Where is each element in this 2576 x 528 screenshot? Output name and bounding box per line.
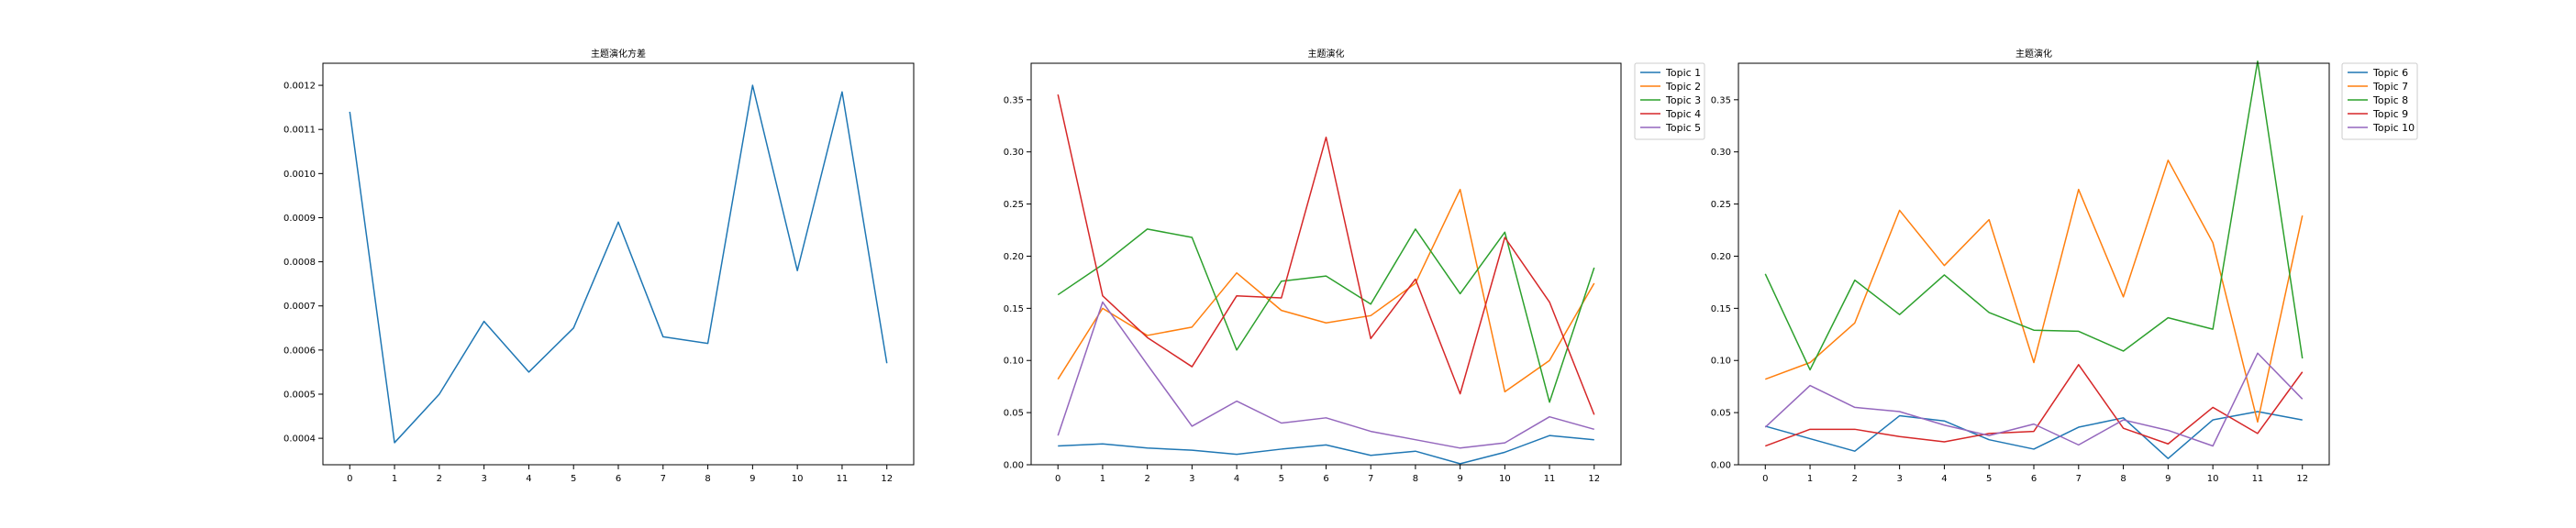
topics-a-x-tick-label: 2 (1144, 474, 1149, 484)
topics-a-x-tick-label: 12 (1588, 474, 1600, 484)
variance-axes-frame (322, 62, 915, 466)
variance-x-tick-label: 12 (881, 474, 893, 484)
variance-x-tick-label: 9 (749, 474, 755, 484)
topics-a-legend-label: Topic 2 (1665, 81, 1701, 93)
topics-a-legend-box (1634, 62, 1705, 140)
topics-a-legend-label: Topic 4 (1665, 108, 1701, 120)
topics-b-legend-label: Topic 10 (2372, 122, 2415, 134)
topics-b-y-tick-label: 0.35 (1711, 95, 1731, 105)
topics-b-series-line-topic-6 (1765, 411, 2303, 459)
topics-b-y-tick-label: 0.10 (1711, 357, 1731, 367)
topics-a-y-tick-label: 0.15 (1004, 304, 1024, 314)
variance-series-line-0 (349, 84, 888, 444)
variance-x-tick-label: 4 (526, 474, 531, 484)
variance-x-tick-label: 7 (661, 474, 666, 484)
topics-b-legend-label: Topic 9 (2372, 108, 2408, 120)
topics-b-series-line-topic-9 (1765, 364, 2304, 447)
topics-b-legend-label: Topic 7 (2372, 81, 2408, 93)
topics-a-legend-label: Topic 1 (1665, 67, 1701, 79)
variance-y-tick-label: 0.0006 (283, 346, 316, 356)
topics-b-x-tick-label: 12 (2296, 474, 2308, 484)
variance-x-tick-label: 10 (792, 474, 804, 484)
topics-b-x-tick-label: 2 (1852, 474, 1858, 484)
variance-x-tick-label: 8 (705, 474, 710, 484)
topics-b-x-tick-label: 5 (1986, 474, 1992, 484)
topics-b-x-tick-label: 3 (1896, 474, 1902, 484)
topics-b-x-tick-label: 0 (1762, 474, 1768, 484)
topics-a-x-tick-label: 0 (1055, 474, 1060, 484)
variance-x-tick-label: 5 (571, 474, 576, 484)
topics-a-y-tick-label: 0.10 (1004, 357, 1024, 367)
variance-x-tick-label: 11 (837, 474, 849, 484)
topics-b-x-tick-label: 6 (2031, 474, 2037, 484)
variance-y-tick-label: 0.0011 (283, 126, 316, 136)
topics-b-y-tick-label: 0.15 (1711, 304, 1731, 314)
variance-chart: 主题演化方差 0 1 2 3 4 5 6 7 8 9 10 11 120.00040.00050.000… (283, 48, 915, 484)
topics-1-5-chart-title: 主题演化 (1308, 48, 1345, 60)
variance-y-tick-label: 0.0012 (283, 82, 316, 92)
topics-b-series-line-topic-7 (1765, 160, 2304, 424)
topics-a-series-line-topic-1 (1058, 434, 1594, 465)
topics-a-x-tick-label: 7 (1368, 474, 1373, 484)
topics-b-y-tick-label: 0.05 (1711, 409, 1731, 419)
topics-a-x-tick-label: 6 (1323, 474, 1328, 484)
topics-b-y-tick-label: 0.25 (1711, 200, 1731, 210)
topics-a-axes-frame (1030, 62, 1622, 466)
topics-b-series-line-topic-8 (1764, 60, 2304, 371)
topics-b-x-tick-label: 4 (1941, 474, 1947, 484)
variance-y-tick-label: 0.0007 (283, 302, 316, 312)
topics-b-y-tick-label: 0.20 (1711, 252, 1731, 262)
topics-a-series-line-topic-3 (1057, 228, 1595, 403)
topics-a-series-line-topic-5 (1057, 301, 1594, 449)
topics-a-y-tick-label: 0.35 (1004, 95, 1024, 105)
topics-b-x-tick-label: 1 (1807, 474, 1813, 484)
topics-a-x-tick-label: 8 (1413, 474, 1418, 484)
variance-x-tick-label: 0 (347, 474, 352, 484)
topics-a-x-tick-label: 5 (1279, 474, 1284, 484)
topics-a-legend-label: Topic 5 (1665, 122, 1701, 134)
topics-a-y-tick-label: 0.05 (1004, 409, 1024, 419)
topics-b-x-tick-label: 7 (2076, 474, 2082, 484)
topics-b-axes-frame (1738, 62, 2330, 466)
topics-6-10-chart: 主题演化 0 1 2 3 4 5 6 7 8 9 10 11 120.000.050.100.150.2… (1711, 48, 2418, 484)
topics-a-series-line-topic-4 (1057, 94, 1595, 415)
variance-y-tick-label: 0.0004 (283, 434, 316, 445)
topics-1-5-chart: 主题演化 0 1 2 3 4 5 6 7 8 9 10 11 120.000.050.100.150.2… (1004, 48, 1705, 484)
topics-b-series-line-topic-10 (1764, 352, 2304, 447)
variance-chart-title: 主题演化方差 (591, 48, 646, 60)
variance-y-tick-label: 0.0008 (283, 258, 316, 268)
topics-b-x-tick-label: 10 (2207, 474, 2219, 484)
topics-b-x-tick-label: 11 (2252, 474, 2264, 484)
topics-b-x-tick-label: 8 (2120, 474, 2126, 484)
topics-a-x-tick-label: 10 (1499, 474, 1511, 484)
topics-b-y-tick-label: 0.00 (1711, 461, 1731, 471)
topics-a-y-tick-label: 0.00 (1004, 461, 1024, 471)
variance-y-tick-label: 0.0010 (283, 170, 316, 180)
variance-x-tick-label: 1 (392, 474, 397, 484)
topics-b-legend-box (2341, 62, 2418, 140)
topics-b-legend-label: Topic 8 (2372, 94, 2408, 106)
topics-a-y-tick-label: 0.25 (1004, 200, 1024, 210)
variance-y-tick-label: 0.0005 (283, 390, 316, 400)
topics-6-10-chart-title: 主题演化 (2015, 48, 2052, 60)
variance-x-tick-label: 2 (437, 474, 442, 484)
topics-a-x-tick-label: 9 (1457, 474, 1462, 484)
topics-b-x-tick-label: 9 (2165, 474, 2171, 484)
topics-b-y-tick-label: 0.30 (1711, 148, 1731, 158)
topics-a-x-tick-label: 11 (1544, 474, 1556, 484)
topics-a-legend-label: Topic 3 (1665, 94, 1701, 106)
variance-x-tick-label: 3 (481, 474, 486, 484)
topics-a-y-tick-label: 0.20 (1004, 252, 1024, 262)
topics-a-x-tick-label: 1 (1100, 474, 1105, 484)
topics-a-y-tick-label: 0.30 (1004, 148, 1024, 158)
variance-y-tick-label: 0.0009 (283, 214, 316, 224)
topics-b-legend-label: Topic 6 (2372, 67, 2408, 79)
variance-x-tick-label: 6 (616, 474, 621, 484)
topics-a-x-tick-label: 3 (1189, 474, 1194, 484)
topics-a-series-line-topic-2 (1057, 188, 1595, 393)
topics-a-x-tick-label: 4 (1234, 474, 1239, 484)
